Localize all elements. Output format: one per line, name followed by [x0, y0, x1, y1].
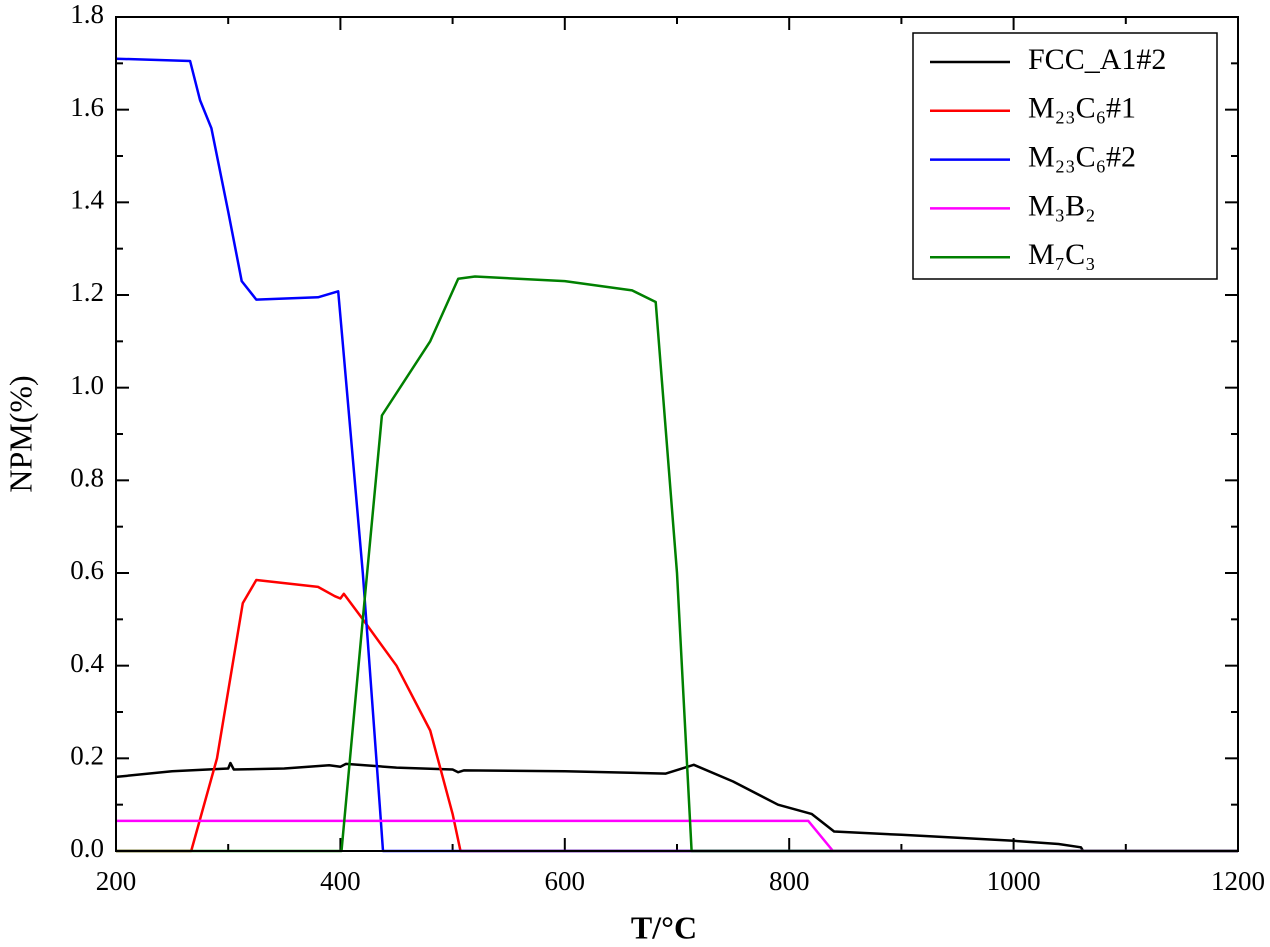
y-tick-label: 1.0 — [70, 370, 104, 400]
y-tick-label: 0.4 — [70, 648, 104, 678]
legend-label: M₂₃C₆#1 — [1028, 92, 1136, 125]
y-tick-label: 0.8 — [70, 463, 104, 493]
x-tick-label: 800 — [769, 866, 810, 896]
y-tick-label: 1.6 — [70, 92, 104, 122]
series-line — [116, 275, 1238, 853]
y-tick-label: 0.6 — [70, 555, 104, 585]
x-tick-label: 1000 — [987, 866, 1041, 896]
x-tick-label: 1200 — [1211, 866, 1265, 896]
series-line — [115, 761, 1238, 853]
legend-box — [912, 32, 1218, 280]
y-tick-label: 1.4 — [70, 185, 104, 215]
legend-label: M₇C₃ — [1028, 238, 1096, 271]
y-tick-label: 1.2 — [70, 277, 104, 307]
y-tick-label: 1.8 — [70, 0, 104, 29]
x-tick-label: 600 — [545, 866, 586, 896]
y-axis-label: NPM(%) — [2, 375, 38, 492]
legend-label: FCC_A1#2 — [1028, 43, 1166, 76]
series-line — [116, 578, 1238, 853]
series-line — [115, 57, 1238, 853]
legend-label: M₂₃C₆#2 — [1028, 140, 1136, 173]
legend-label: M₃B₂ — [1028, 189, 1096, 222]
x-tick-label: 200 — [96, 866, 137, 896]
y-tick-label: 0.0 — [70, 833, 104, 863]
plot-frame — [115, 16, 1239, 852]
y-tick-label: 0.2 — [70, 741, 104, 771]
x-axis-label: T/°C — [631, 909, 697, 945]
x-tick-label: 400 — [320, 866, 361, 896]
